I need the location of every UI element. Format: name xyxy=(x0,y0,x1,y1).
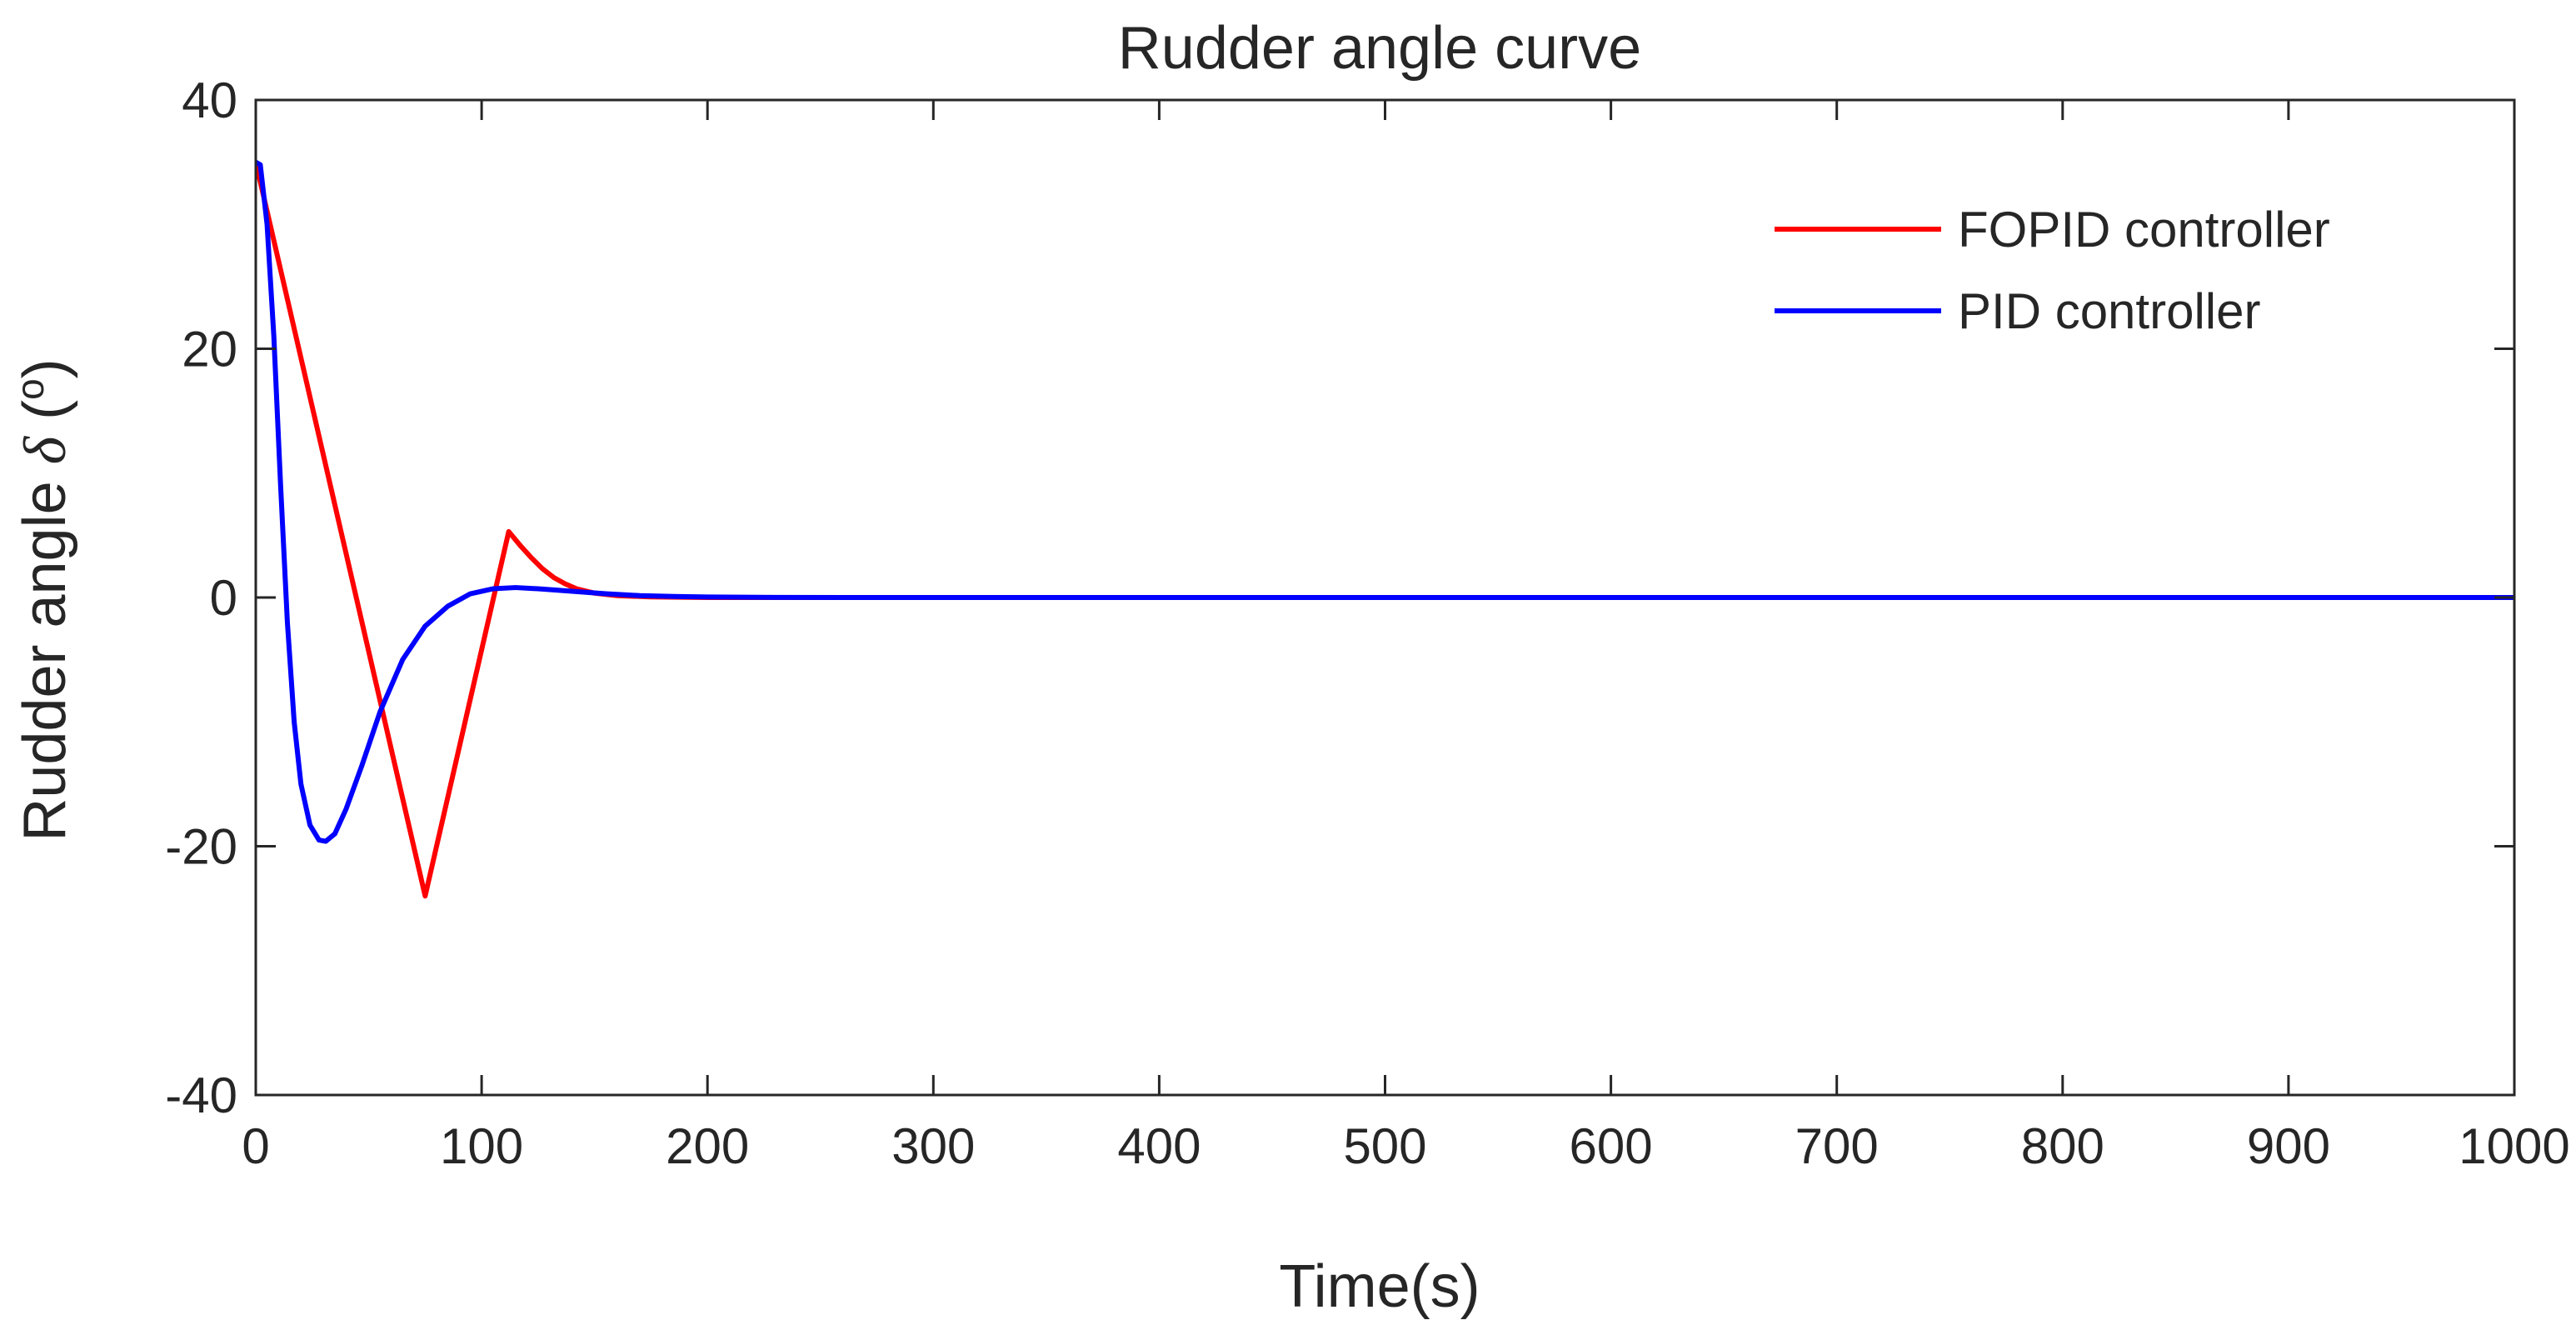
x-tick-label: 900 xyxy=(2247,1118,2330,1174)
y-tick-label: -40 xyxy=(165,1068,237,1123)
series-layer xyxy=(256,159,2514,899)
x-tick-label: 700 xyxy=(1795,1118,1879,1174)
y-axis-title-unit: o xyxy=(8,378,52,400)
x-tick-label: 600 xyxy=(1570,1118,1653,1174)
y-tick-label: 40 xyxy=(182,72,237,128)
x-tick-label: 500 xyxy=(1343,1118,1426,1174)
chart-title: Rudder angle curve xyxy=(1118,15,1641,82)
y-tick-label: 20 xyxy=(182,322,237,378)
y-axis-title: Rudder angle δ (o) xyxy=(8,358,78,841)
legend-label: FOPID controller xyxy=(1958,202,2330,258)
x-tick-label: 1000 xyxy=(2459,1118,2569,1174)
ticks-layer: 0 100 200 300 400 500 600 700 800 900 1000 -40 -20 0 2… xyxy=(165,72,2569,1174)
x-axis-title: Time(s) xyxy=(1279,1253,1480,1320)
y-axis-title-symbol: δ xyxy=(12,435,78,464)
legend: FOPID controller PID controller xyxy=(1775,202,2330,339)
series-line-pid-controller xyxy=(256,159,2514,844)
legend-entry: PID controller xyxy=(1775,283,2260,339)
x-tick-label: 100 xyxy=(440,1118,523,1174)
y-axis-title-close-paren: ) xyxy=(12,358,78,378)
y-axis-title-open-paren: ( xyxy=(12,400,78,437)
y-tick-label: -20 xyxy=(165,819,237,875)
x-tick-label: 400 xyxy=(1117,1118,1201,1174)
x-tick-label: 200 xyxy=(666,1118,749,1174)
y-tick-label: 0 xyxy=(210,570,237,626)
x-tick-label: 800 xyxy=(2021,1118,2104,1174)
x-tick-label: 300 xyxy=(891,1118,975,1174)
x-tick-label: 0 xyxy=(242,1118,269,1174)
legend-label: PID controller xyxy=(1958,283,2260,339)
y-axis-title-prefix: Rudder angle xyxy=(12,464,78,841)
legend-entry: FOPID controller xyxy=(1775,202,2330,258)
